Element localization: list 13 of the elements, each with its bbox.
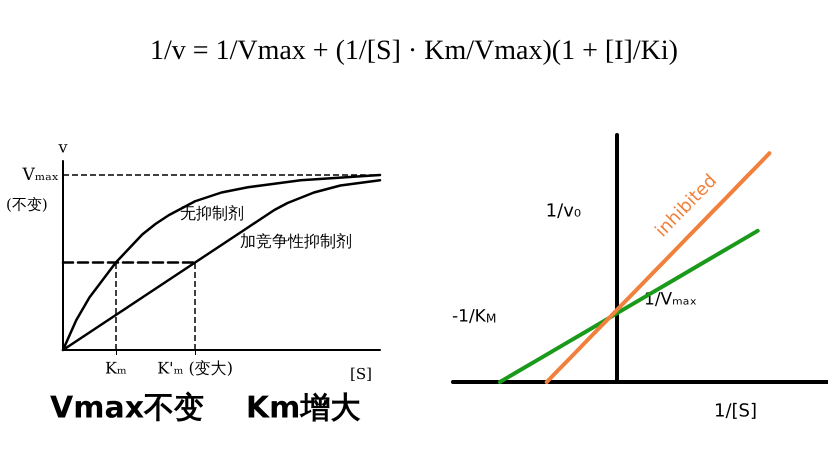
ref-line-label: Vₘₐₓ [22, 165, 59, 185]
chart-title: 1/v = 1/Vmax + (1/[S] · Km/Vmax)(1 + [I]/Ki) [149, 35, 679, 67]
y-axis-title: v [57, 138, 68, 156]
annotation: -1/KM [452, 306, 496, 326]
y-axis-title: 1/v₀ [546, 200, 582, 222]
text: (不变) [6, 196, 48, 214]
x-axis-title: [S] [350, 365, 372, 383]
annotation: 无抑制剂 [180, 204, 244, 222]
x-tick-label: Kₘ [104, 358, 127, 378]
x-tick-label: K'ₘ (变大) [157, 358, 233, 378]
annotation: 加竞争性抑制剂 [240, 232, 352, 250]
x-axis-title: 1/[S] [714, 400, 757, 422]
text: Vmax不变 Km增大 [50, 390, 362, 426]
